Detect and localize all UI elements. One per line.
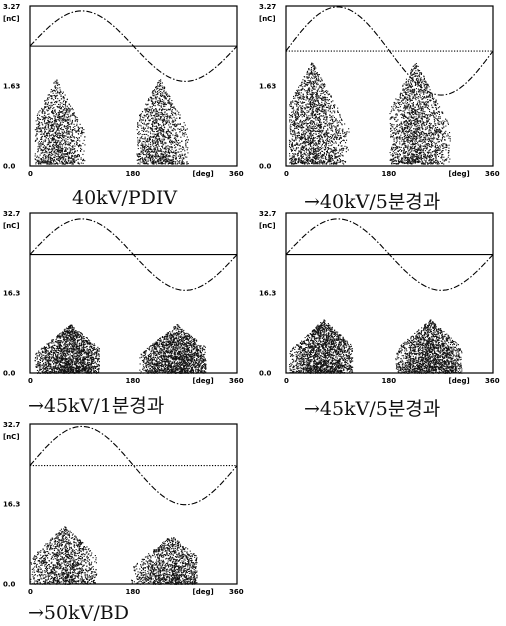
panel-caption-4: →45kV/5분경과 xyxy=(304,398,441,420)
scatter-points xyxy=(34,79,189,165)
pd-cluster-1 xyxy=(34,324,100,374)
panel-caption-2: →40kV/5분경과 xyxy=(304,191,441,213)
scatter-points xyxy=(34,324,207,374)
pd-cluster-1 xyxy=(34,79,86,165)
prpd-chart-4: 32.7 16.3 0.0 [nC] 0 180 [deg] 360 xyxy=(259,210,500,385)
x-tick-label: 180 xyxy=(382,377,397,385)
x-tick-label: [deg] xyxy=(193,170,214,178)
x-tick-label: 0 xyxy=(284,170,289,178)
pd-cluster-2 xyxy=(131,537,198,585)
y-tick-label: 3.27 xyxy=(3,3,20,11)
y-tick-label: 0.0 xyxy=(3,581,16,589)
y-tick-label: 0.0 xyxy=(3,163,16,171)
x-tick-label: 180 xyxy=(126,588,141,596)
panel-caption-1: 40kV/PDIV xyxy=(72,187,178,209)
y-tick-label: 32.7 xyxy=(3,421,20,429)
y-tick-label: 16.3 xyxy=(3,290,20,298)
pd-cluster-2 xyxy=(139,324,207,374)
scatter-points xyxy=(289,319,463,374)
y-tick-label: 32.7 xyxy=(259,210,276,218)
x-tick-label: 180 xyxy=(126,377,141,385)
x-tick-label: [deg] xyxy=(449,170,470,178)
plot-frame xyxy=(29,212,238,374)
voltage-sine-curve xyxy=(29,218,238,291)
prpd-chart-1: 3.27 1.63 0.0 [nC] 0 180 [deg] 360 xyxy=(3,3,244,178)
voltage-sine-curve xyxy=(29,425,238,506)
prpd-panel-3: 32.7 16.3 0.0 [nC] 0 180 [deg] 360 →45kV/1분경과 xyxy=(0,207,250,417)
y-unit-label: [nC] xyxy=(3,15,20,23)
plot-frame xyxy=(285,5,494,167)
y-tick-label: 16.3 xyxy=(3,501,20,509)
voltage-sine-curve xyxy=(285,218,494,291)
x-tick-label: [deg] xyxy=(193,588,214,596)
y-tick-label: 0.0 xyxy=(259,370,272,378)
y-tick-label: 16.3 xyxy=(259,290,276,298)
y-unit-label: [nC] xyxy=(3,222,20,230)
x-tick-label: [deg] xyxy=(193,377,214,385)
voltage-sine-curve xyxy=(29,10,238,82)
x-tick-label: 360 xyxy=(485,377,500,385)
x-tick-label: 360 xyxy=(229,377,244,385)
x-tick-label: 360 xyxy=(229,588,244,596)
y-tick-label: 3.27 xyxy=(259,3,276,11)
x-tick-label: 180 xyxy=(382,170,397,178)
scatter-points xyxy=(288,62,451,165)
y-unit-label: [nC] xyxy=(3,433,20,441)
prpd-chart-3: 32.7 16.3 0.0 [nC] 0 180 [deg] 360 xyxy=(3,210,244,385)
prpd-panel-5: 32.7 16.3 0.0 [nC] 0 180 [deg] 360 →50kV/BD xyxy=(0,418,250,626)
x-tick-label: 0 xyxy=(284,377,289,385)
prpd-chart-5: 32.7 16.3 0.0 [nC] 0 180 [deg] 360 xyxy=(3,421,244,596)
panel-caption-3: →45kV/1분경과 xyxy=(28,395,165,417)
plot-frame xyxy=(29,423,238,585)
y-tick-label: 1.63 xyxy=(259,83,276,91)
pd-cluster-1 xyxy=(288,62,350,165)
scatter-points xyxy=(30,526,198,585)
x-tick-label: 360 xyxy=(485,170,500,178)
x-tick-label: 0 xyxy=(28,588,33,596)
plot-frame xyxy=(285,212,494,374)
y-tick-label: 0.0 xyxy=(3,370,16,378)
prpd-panel-1: 3.27 1.63 0.0 [nC] 0 180 [deg] 360 40kV/PDIV xyxy=(0,0,250,210)
y-tick-label: 1.63 xyxy=(3,83,20,91)
prpd-panel-4: 32.7 16.3 0.0 [nC] 0 180 [deg] 360 →45kV/5분경과 xyxy=(256,207,506,420)
y-unit-label: [nC] xyxy=(259,15,276,23)
plot-frame xyxy=(29,5,238,167)
voltage-sine-curve xyxy=(285,6,494,96)
pd-cluster-2 xyxy=(136,79,189,165)
prpd-panel-2: 3.27 1.63 0.0 [nC] 0 180 [deg] 360 →40kV/5분경과 xyxy=(256,0,506,213)
x-tick-label: 0 xyxy=(28,170,33,178)
pd-cluster-2 xyxy=(389,63,451,165)
pd-cluster-1 xyxy=(30,526,98,585)
pd-cluster-1 xyxy=(289,319,354,374)
x-tick-label: 180 xyxy=(126,170,141,178)
x-tick-label: 360 xyxy=(229,170,244,178)
x-tick-label: [deg] xyxy=(449,377,470,385)
y-unit-label: [nC] xyxy=(259,222,276,230)
prpd-chart-2: 3.27 1.63 0.0 [nC] 0 180 [deg] 360 xyxy=(259,3,500,178)
x-tick-label: 0 xyxy=(28,377,33,385)
y-tick-label: 32.7 xyxy=(3,210,20,218)
pd-cluster-2 xyxy=(395,319,463,374)
panel-caption-5: →50kV/BD xyxy=(28,602,129,624)
y-tick-label: 0.0 xyxy=(259,163,272,171)
